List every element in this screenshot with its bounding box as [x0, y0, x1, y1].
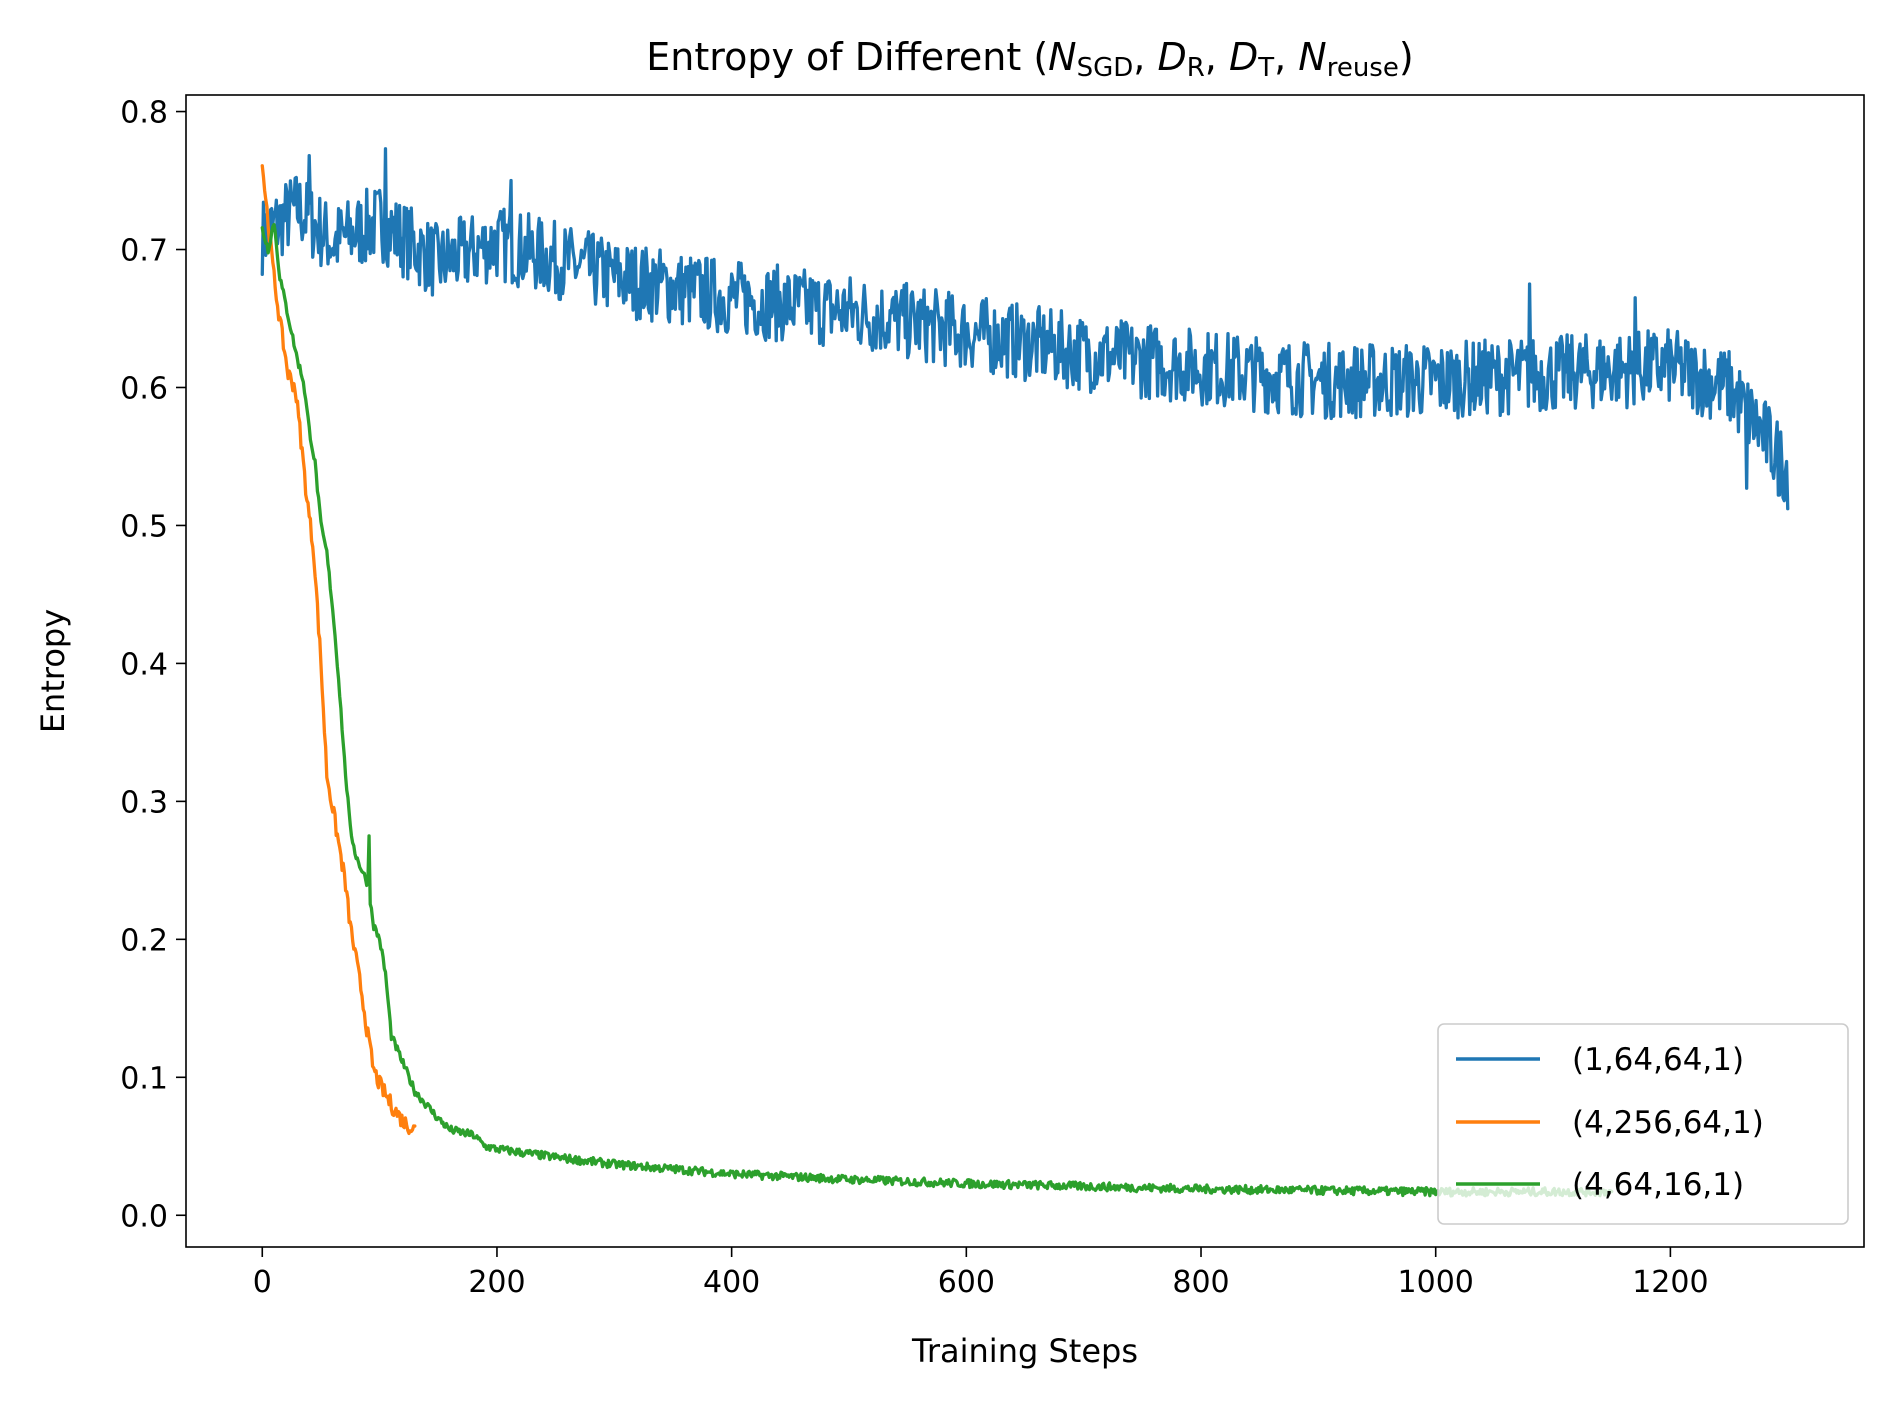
- title-separator: ,: [1274, 35, 1298, 79]
- legend-label-series-2: (4,256,64,1): [1572, 1105, 1764, 1141]
- y-tick-label: 0.5: [120, 509, 168, 544]
- title-separator: ,: [1133, 35, 1157, 79]
- x-tick-label: 1000: [1398, 1265, 1474, 1300]
- y-tick-label: 0.0: [120, 1199, 168, 1234]
- title-symbol: D: [1229, 35, 1258, 79]
- y-axis-label: Entropy: [34, 609, 72, 733]
- title-subscript: reuse: [1327, 53, 1399, 83]
- y-tick-label: 0.7: [120, 234, 168, 269]
- title-symbol: D: [1157, 35, 1186, 79]
- legend-label-series-1: (1,64,64,1): [1572, 1042, 1744, 1078]
- y-tick-label: 0.3: [120, 785, 168, 820]
- legend-entry: (4,256,64,1): [1456, 1105, 1764, 1141]
- series-line-1: [260, 147, 1790, 511]
- title-symbol: N: [1048, 35, 1076, 79]
- series-lines: [260, 147, 1790, 1198]
- legend-box: [1437, 1023, 1849, 1225]
- x-tick-label: 200: [468, 1265, 525, 1300]
- chart-title: Entropy of Different (NSGD, DR, DT, Nreu…: [646, 35, 1413, 83]
- series-line-2: [260, 164, 417, 1136]
- x-tick-label: 0: [253, 1265, 272, 1300]
- title-suffix: ): [1399, 35, 1414, 79]
- title-prefix: Entropy of Different (: [646, 35, 1048, 79]
- legend: (1,64,64,1) (4,256,64,1) (4,64,16,1): [1437, 1023, 1849, 1225]
- title-subscript: R: [1187, 53, 1205, 83]
- x-axis-ticks: 0 200 400 600 800 1000 1200: [253, 1247, 1709, 1300]
- y-axis-ticks: 0.0 0.1 0.2 0.3 0.4 0.5 0.6 0.7 0.8: [120, 96, 186, 1234]
- y-tick-label: 0.1: [120, 1061, 168, 1096]
- y-tick-label: 0.6: [120, 371, 168, 406]
- series-line-3: [260, 222, 1614, 1198]
- y-tick-label: 0.8: [120, 96, 168, 131]
- plot-frame: [185, 94, 1865, 1248]
- title-subscript: T: [1257, 53, 1274, 83]
- plot-area: [185, 94, 1865, 1248]
- legend-label-series-3: (4,64,16,1): [1572, 1167, 1744, 1203]
- x-tick-label: 800: [1172, 1265, 1229, 1300]
- title-separator: ,: [1205, 35, 1229, 79]
- title-subscript: SGD: [1077, 53, 1134, 83]
- y-tick-label: 0.4: [120, 647, 168, 682]
- legend-entry: (1,64,64,1): [1456, 1042, 1744, 1078]
- x-tick-label: 600: [938, 1265, 995, 1300]
- x-tick-label: 1200: [1632, 1265, 1708, 1300]
- y-tick-label: 0.2: [120, 923, 168, 958]
- x-tick-label: 400: [703, 1265, 760, 1300]
- title-symbol: N: [1298, 35, 1326, 79]
- legend-entry: (4,64,16,1): [1456, 1167, 1744, 1203]
- x-axis-label: Training Steps: [911, 1332, 1138, 1370]
